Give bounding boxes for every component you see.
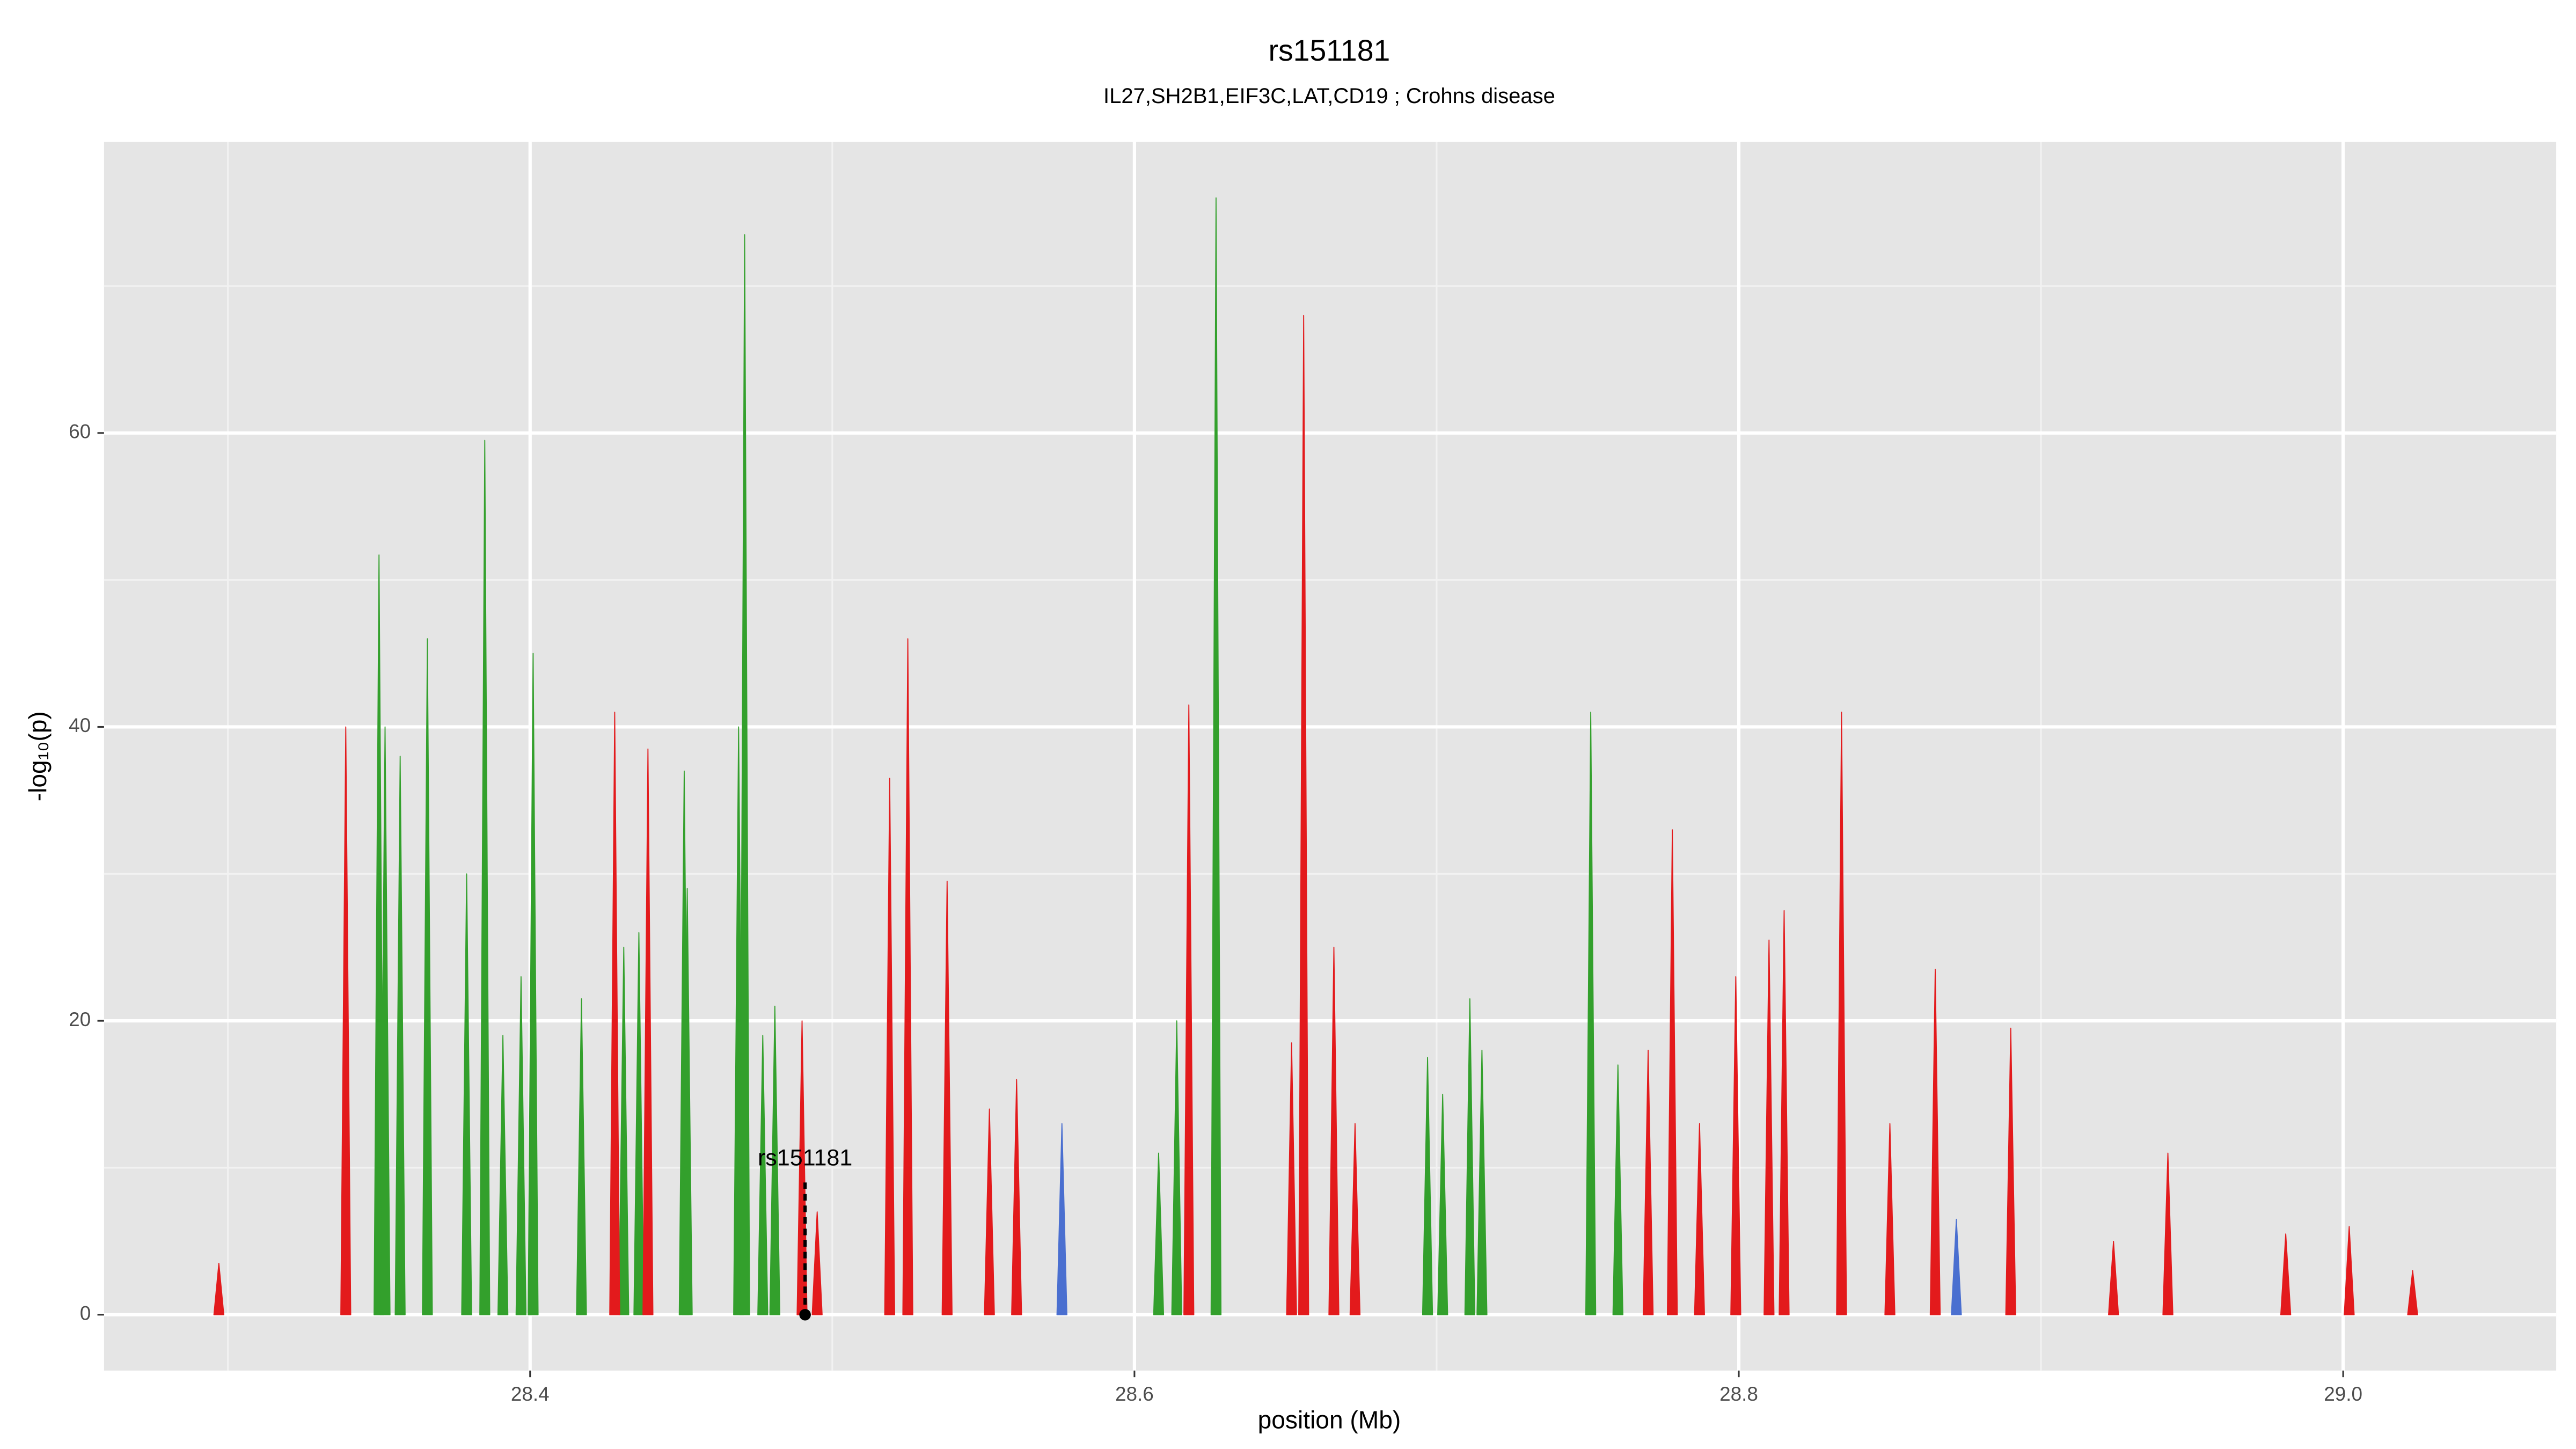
spike: [739, 234, 750, 1315]
spike: [497, 1035, 509, 1315]
plot-panel: [104, 142, 2557, 1371]
spike: [1298, 314, 1309, 1315]
spike: [757, 1035, 769, 1315]
spike: [1585, 712, 1597, 1315]
spike: [633, 932, 645, 1315]
spike: [479, 440, 491, 1315]
annotation-point: [799, 1309, 811, 1321]
spike: [2407, 1270, 2418, 1315]
spike: [1464, 998, 1476, 1315]
spike: [2162, 1152, 2174, 1315]
spike: [884, 778, 895, 1315]
y-tick-label: 40: [69, 714, 91, 736]
spike: [1884, 1123, 1896, 1315]
spike: [2108, 1240, 2119, 1315]
spike: [340, 726, 352, 1315]
x-tick-label: 28.4: [511, 1383, 550, 1405]
spike: [1666, 829, 1678, 1315]
spike: [769, 1005, 780, 1315]
spike: [461, 873, 472, 1315]
spike: [609, 712, 620, 1315]
y-tick-label: 20: [69, 1008, 91, 1030]
x-axis-title: position (Mb): [1258, 1406, 1401, 1433]
y-tick-label: 0: [80, 1302, 91, 1324]
spike: [1730, 976, 1741, 1315]
spike: [213, 1263, 224, 1315]
spike: [1763, 939, 1775, 1315]
spike: [1349, 1123, 1361, 1315]
spike: [394, 756, 406, 1315]
spike: [811, 1211, 823, 1315]
chart-subtitle: IL27,SH2B1,EIF3C,LAT,CD19 ; Crohns disea…: [1103, 84, 1555, 108]
spike: [941, 881, 953, 1315]
spike: [2005, 1027, 2016, 1315]
spike: [1183, 704, 1195, 1315]
spike: [528, 653, 539, 1315]
spike: [2344, 1226, 2355, 1315]
spike: [422, 638, 433, 1315]
spike: [902, 638, 913, 1315]
spike: [1286, 1042, 1297, 1315]
spike: [1642, 1049, 1654, 1315]
x-tick-label: 29.0: [2324, 1383, 2362, 1405]
spike: [984, 1108, 995, 1315]
spike: [642, 748, 654, 1315]
spike: [1153, 1152, 1165, 1315]
spike: [1328, 947, 1340, 1315]
spike: [1437, 1094, 1448, 1315]
spike: [682, 888, 693, 1315]
x-tick-label: 28.6: [1115, 1383, 1154, 1405]
spike: [1951, 1218, 1962, 1315]
y-axis-title: -log₁₀(p): [24, 711, 52, 801]
annotation-label: rs151181: [758, 1145, 852, 1171]
spike: [1422, 1057, 1433, 1315]
spike: [2280, 1233, 2292, 1315]
spike: [1929, 969, 1941, 1315]
spike: [1612, 1064, 1623, 1315]
x-tick-label: 28.8: [1719, 1383, 1758, 1405]
chart-title: rs151181: [1269, 34, 1391, 67]
spike: [379, 726, 391, 1315]
y-tick-label: 60: [69, 421, 91, 443]
spike: [1171, 1020, 1182, 1315]
spike: [1836, 712, 1847, 1315]
spike: [515, 976, 527, 1315]
spike: [576, 998, 587, 1315]
spike: [618, 947, 630, 1315]
spike: [1476, 1049, 1488, 1315]
spike: [1694, 1123, 1705, 1315]
spike: [1779, 910, 1790, 1315]
spike: [1210, 197, 1222, 1315]
spike: [1011, 1079, 1022, 1315]
spike: [1056, 1123, 1067, 1315]
